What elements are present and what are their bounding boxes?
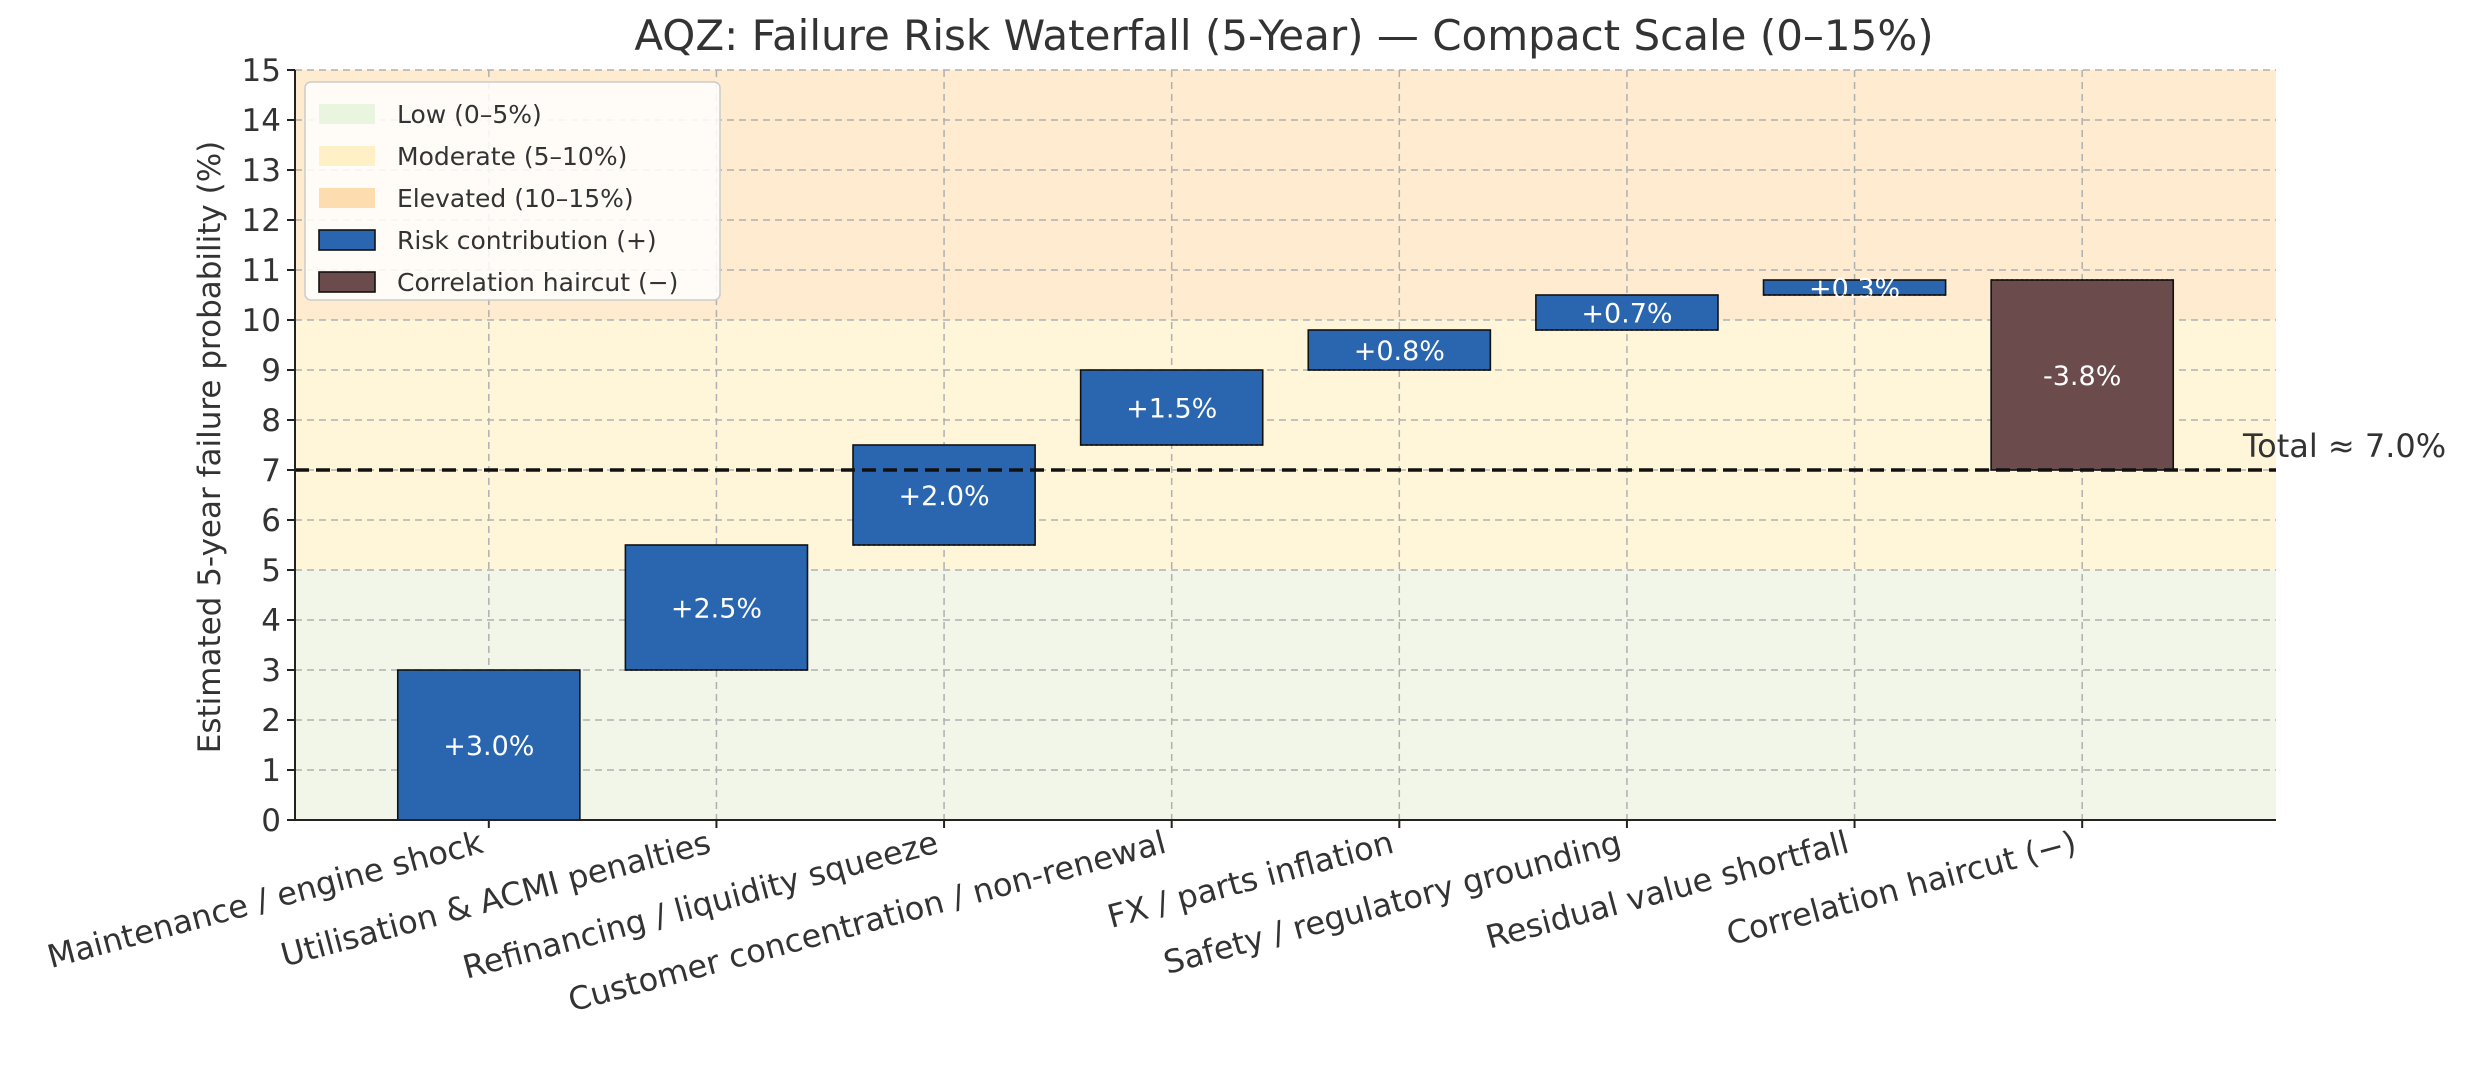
y-tick-label-7: 7 xyxy=(261,453,281,489)
bar-4 xyxy=(1307,329,1492,371)
y-tick-label-0: 0 xyxy=(261,803,281,839)
total-line-group: Total ≈ 7.0% xyxy=(295,427,2446,472)
y-tick-label-1: 1 xyxy=(261,753,281,789)
legend-label-3: Risk contribution (+) xyxy=(397,226,657,255)
y-tick-label-4: 4 xyxy=(261,603,281,639)
y-tick-label-14: 14 xyxy=(242,103,281,139)
bar-label-7: -3.8% xyxy=(2043,361,2121,392)
legend-label-4: Correlation haircut (−) xyxy=(397,268,678,297)
bar-7 xyxy=(1990,279,2175,471)
bar-2 xyxy=(852,444,1036,546)
legend-swatch-2 xyxy=(319,188,375,208)
bar-label-2: +2.0% xyxy=(898,481,989,512)
bar-label-3: +1.5% xyxy=(1126,394,1217,425)
risk-band-1 xyxy=(295,320,2276,570)
y-tick-label-6: 6 xyxy=(261,503,281,539)
bar-label-0: +3.0% xyxy=(443,731,534,762)
bar-label-4: +0.8% xyxy=(1354,336,1445,367)
step-connectors xyxy=(625,279,2174,671)
legend-label-0: Low (0–5%) xyxy=(397,100,542,129)
y-tick-label-8: 8 xyxy=(261,403,281,439)
legend-box xyxy=(304,81,721,301)
y-tick-label-11: 11 xyxy=(242,253,281,289)
y-tick-label-12: 12 xyxy=(242,203,281,239)
bar-label-5: +0.7% xyxy=(1581,299,1672,330)
chart-title: AQZ: Failure Risk Waterfall (5-Year) — C… xyxy=(634,11,1933,60)
bars: +3.0% +2.5% +2.0% +1.5% +0.8% +0.7% +0.3% -3.8% xyxy=(396,274,2175,821)
risk-band-0 xyxy=(295,570,2276,820)
y-tick-label-9: 9 xyxy=(261,353,281,389)
y-tick-label-3: 3 xyxy=(261,653,281,689)
legend-swatch-3 xyxy=(318,229,376,251)
bar-label-1: +2.5% xyxy=(671,594,762,625)
legend-label-1: Moderate (5–10%) xyxy=(397,142,627,171)
y-tick-label-10: 10 xyxy=(242,303,281,339)
bar-1 xyxy=(624,544,809,671)
legend-swatch-1 xyxy=(319,146,375,166)
y-tick-label-5: 5 xyxy=(261,553,281,589)
y-axis-label: Estimated 5-year failure probability (%) xyxy=(192,141,228,754)
legend-label-2: Elevated (10–15%) xyxy=(397,184,634,213)
y-tick-label-2: 2 xyxy=(261,703,281,739)
bar-3 xyxy=(1079,369,1264,446)
bar-5 xyxy=(1535,294,1719,331)
grid xyxy=(295,69,2276,821)
legend-swatch-0 xyxy=(319,104,375,124)
bar-label-6: +0.3% xyxy=(1809,274,1900,305)
legend: Low (0–5%) Moderate (5–10%) Elevated (10–1… xyxy=(304,81,721,301)
total-label: Total ≈ 7.0% xyxy=(2242,427,2446,465)
y-tick-label-15: 15 xyxy=(242,53,281,89)
bar-0 xyxy=(396,669,581,821)
y-tick-label-13: 13 xyxy=(242,153,281,189)
legend-swatch-4 xyxy=(318,271,376,293)
